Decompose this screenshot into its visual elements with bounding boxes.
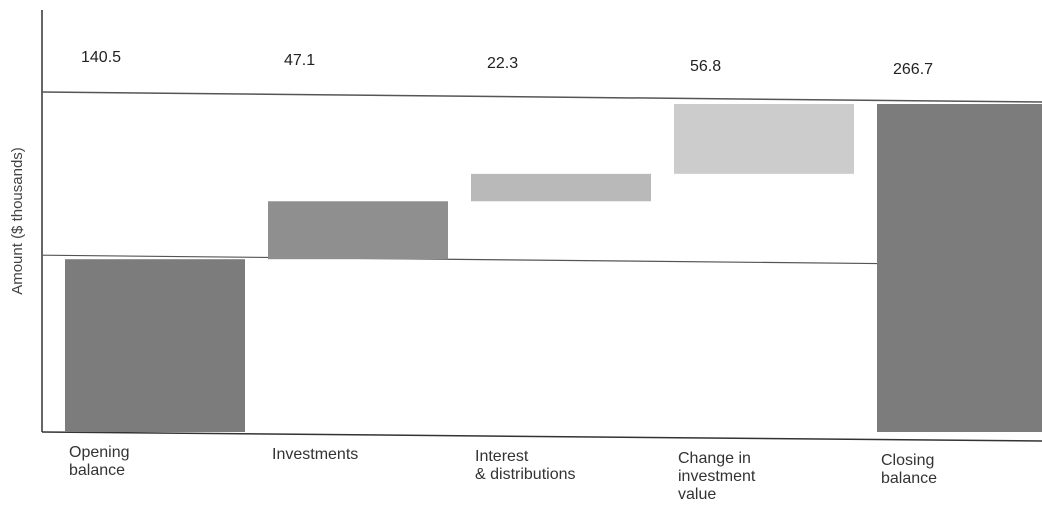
bars bbox=[65, 104, 1042, 432]
bar bbox=[268, 201, 448, 260]
reference-lines bbox=[41, 91, 1042, 266]
value-label: 22.3 bbox=[487, 55, 518, 72]
category-label: Opening balance bbox=[69, 444, 130, 479]
category-label: Investments bbox=[272, 446, 358, 463]
reference-line bbox=[41, 254, 1042, 266]
value-labels: 140.5 47.1 22.3 56.8 266.7 bbox=[81, 49, 933, 78]
x-axis-line bbox=[41, 431, 1042, 442]
category-label: Change in investment value bbox=[678, 450, 756, 503]
axes bbox=[41, 10, 1042, 442]
value-label: 266.7 bbox=[893, 61, 933, 78]
bar bbox=[674, 104, 854, 174]
value-label: 47.1 bbox=[284, 52, 315, 69]
category-label: Interest & distributions bbox=[475, 448, 576, 483]
reference-line bbox=[41, 91, 1042, 103]
value-label: 56.8 bbox=[690, 58, 721, 75]
category-label: Closing balance bbox=[881, 452, 937, 487]
value-label: 140.5 bbox=[81, 49, 121, 66]
y-axis-label: Amount ($ thousands) bbox=[9, 147, 26, 295]
bar bbox=[65, 259, 245, 432]
category-labels: Opening balance Investments Interest & distr… bbox=[69, 444, 937, 503]
bar bbox=[471, 173, 651, 202]
bar bbox=[877, 104, 1042, 432]
